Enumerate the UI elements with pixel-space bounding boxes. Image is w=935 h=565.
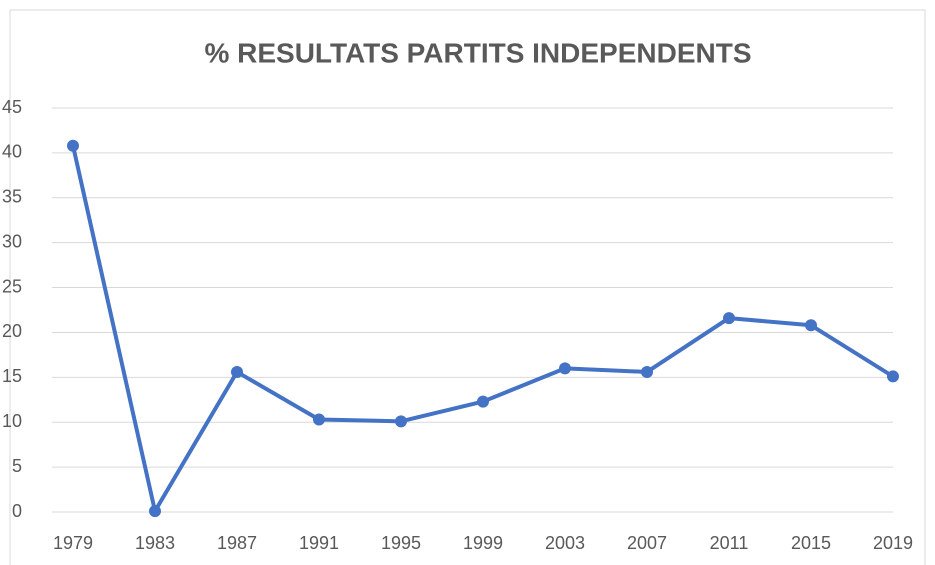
- x-tick-label: 1987: [217, 533, 257, 553]
- y-tick-label: 20: [2, 321, 22, 341]
- x-tick-label: 2019: [873, 533, 913, 553]
- y-tick-label: 45: [2, 97, 22, 117]
- y-tick-label: 0: [12, 501, 22, 521]
- x-tick-label: 2011: [710, 533, 749, 553]
- x-tick-label: 2015: [791, 533, 831, 553]
- y-tick-label: 30: [2, 231, 22, 251]
- x-tick-label: 1983: [135, 533, 175, 553]
- data-point: [231, 365, 243, 378]
- data-point: [805, 319, 817, 332]
- data-point: [723, 312, 735, 325]
- y-tick-label: 35: [2, 187, 22, 207]
- x-tick-label: 2003: [545, 533, 585, 553]
- data-point: [477, 395, 489, 408]
- y-tick-label: 40: [2, 142, 22, 162]
- y-tick-label: 25: [2, 276, 22, 296]
- y-tick-label: 15: [2, 366, 22, 386]
- data-point: [149, 505, 161, 518]
- x-tick-label: 1995: [381, 533, 421, 553]
- y-tick-label: 10: [2, 411, 22, 431]
- y-tick-label: 5: [12, 456, 22, 476]
- x-tick-label: 1979: [53, 533, 93, 553]
- data-point: [67, 139, 79, 152]
- data-point: [641, 365, 653, 378]
- chart-title: % RESULTATS PARTITS INDEPENDENTS: [204, 37, 751, 68]
- x-tick-label: 2007: [627, 533, 667, 553]
- data-point: [395, 415, 407, 428]
- x-tick-label: 1999: [463, 533, 503, 553]
- data-point: [313, 413, 325, 426]
- data-point: [559, 362, 571, 375]
- x-tick-label: 1991: [299, 533, 339, 553]
- data-point: [887, 370, 899, 383]
